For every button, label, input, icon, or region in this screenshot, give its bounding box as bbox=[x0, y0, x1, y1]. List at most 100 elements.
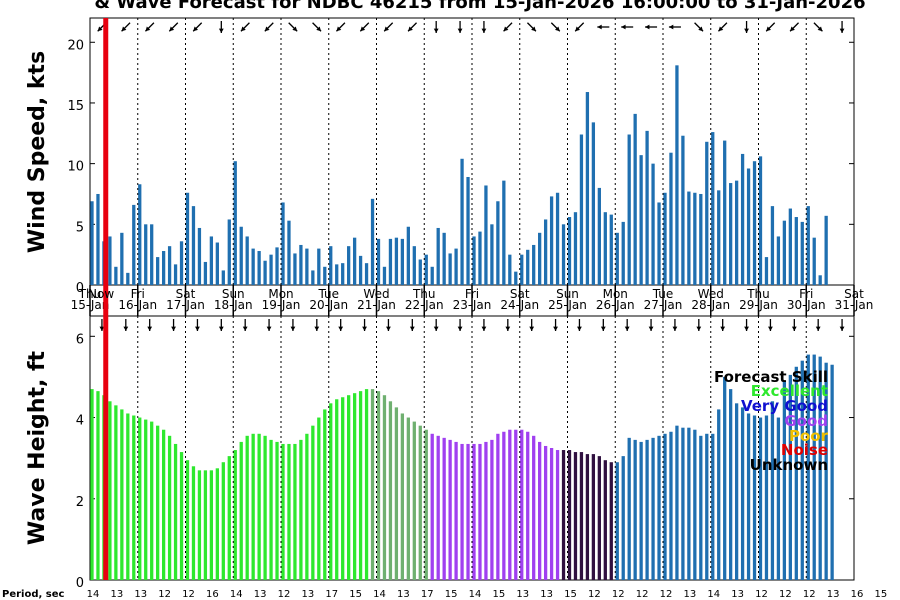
wave-bar bbox=[490, 439, 494, 580]
period-value: 14 bbox=[87, 589, 100, 600]
wave-bar bbox=[442, 437, 446, 580]
wave-bar bbox=[752, 415, 757, 580]
date-label: 31-Jan bbox=[835, 298, 874, 312]
period-label: Period, sec bbox=[2, 589, 65, 600]
wind-bar bbox=[621, 221, 625, 285]
wind-bar bbox=[639, 155, 643, 285]
wind-bars bbox=[90, 65, 828, 285]
direction-arrow bbox=[529, 319, 535, 331]
period-value: 15 bbox=[875, 589, 888, 600]
chart-title: & Wave Forecast for NDBC 46215 from 15-J… bbox=[94, 0, 865, 13]
day-of-week-label: Sat bbox=[510, 287, 530, 301]
wave-bar bbox=[687, 427, 691, 580]
wave-bar bbox=[185, 460, 190, 580]
direction-arrow bbox=[694, 22, 704, 32]
direction-arrow bbox=[668, 24, 681, 30]
y-tick-label: 0 bbox=[76, 281, 84, 296]
direction-arrow bbox=[600, 319, 606, 331]
day-of-week-label: Thu bbox=[746, 287, 770, 301]
wind-y-ticks: 0 5 10 15 20 bbox=[67, 38, 854, 296]
wind-bar bbox=[287, 220, 291, 285]
wind-bar bbox=[800, 221, 804, 285]
wind-bar bbox=[239, 226, 243, 285]
period-value: 15 bbox=[445, 589, 458, 600]
wave-bar bbox=[639, 441, 643, 580]
wave-bar bbox=[806, 354, 810, 580]
wave-bar bbox=[699, 435, 703, 580]
day-of-week-label: Thu bbox=[78, 287, 102, 301]
wind-bar bbox=[460, 158, 464, 285]
wave-bar bbox=[400, 413, 405, 580]
wind-bar bbox=[144, 224, 148, 285]
day-of-week-label: Wed bbox=[363, 287, 389, 301]
wind-bar bbox=[436, 227, 440, 285]
y-tick-label: 2 bbox=[76, 495, 84, 510]
wave-bar bbox=[358, 391, 363, 580]
wave-bar bbox=[758, 417, 763, 580]
wind-bar bbox=[203, 261, 208, 285]
direction-arrow bbox=[526, 22, 537, 32]
direction-arrow bbox=[744, 319, 749, 331]
wind-bar bbox=[675, 65, 679, 285]
wave-bar bbox=[96, 391, 100, 580]
wave-bar bbox=[394, 407, 399, 580]
wind-bar bbox=[538, 232, 542, 285]
direction-arrow bbox=[457, 319, 463, 331]
wave-bar bbox=[364, 389, 369, 580]
period-value: 14 bbox=[230, 589, 243, 600]
day-of-week-label: Tue bbox=[652, 287, 674, 301]
wave-bar bbox=[627, 437, 631, 580]
wave-bar bbox=[156, 425, 160, 580]
direction-arrow bbox=[123, 319, 129, 331]
wind-bar bbox=[740, 153, 745, 285]
wind-bar bbox=[317, 248, 321, 285]
wind-bar bbox=[532, 244, 536, 285]
wave-bar bbox=[311, 425, 315, 580]
wave-bar bbox=[478, 443, 482, 580]
wave-bar bbox=[191, 466, 196, 580]
period-value: 14 bbox=[469, 589, 482, 600]
direction-arrow bbox=[312, 22, 322, 32]
wave-bar bbox=[705, 433, 709, 580]
day-of-week-label: Sat bbox=[844, 287, 864, 301]
wind-bar bbox=[126, 272, 130, 285]
wave-bar bbox=[108, 401, 112, 580]
direction-arrow bbox=[791, 319, 797, 331]
direction-arrow bbox=[171, 319, 176, 331]
legend-excellent: Excellent bbox=[751, 382, 828, 400]
wave-y-axis-label: Wave Height, ft bbox=[25, 350, 50, 545]
wave-bar bbox=[126, 413, 130, 580]
direction-arrow bbox=[121, 22, 131, 32]
wind-bar bbox=[717, 190, 721, 285]
direction-arrow bbox=[768, 319, 773, 331]
period-value: 12 bbox=[612, 589, 625, 600]
period-value: 13 bbox=[254, 589, 267, 600]
date-label: 30-Jan bbox=[787, 298, 826, 312]
wind-bar bbox=[173, 264, 178, 285]
day-of-week-label: Wed bbox=[698, 287, 724, 301]
day-of-week-label: Mon bbox=[603, 287, 628, 301]
direction-arrow bbox=[815, 319, 821, 331]
wave-bar bbox=[263, 435, 267, 580]
direction-arrow bbox=[264, 22, 274, 32]
direction-arrow bbox=[621, 24, 634, 30]
direction-arrow bbox=[192, 22, 203, 32]
date-label: 25-Jan bbox=[548, 298, 587, 312]
wind-bar bbox=[156, 257, 160, 285]
date-label: 26-Jan bbox=[596, 298, 635, 312]
wave-bar bbox=[496, 433, 500, 580]
period-value: 12 bbox=[182, 589, 195, 600]
wind-bar bbox=[293, 253, 297, 285]
y-tick-label: 4 bbox=[76, 414, 84, 429]
date-label: 20-Jan bbox=[309, 298, 348, 312]
wind-bar bbox=[627, 134, 631, 285]
wave-bar bbox=[532, 435, 536, 580]
wave-bar bbox=[341, 397, 345, 580]
wind-bar bbox=[687, 191, 691, 285]
wind-bar bbox=[138, 184, 142, 285]
wave-bar bbox=[281, 443, 285, 580]
wave-bar bbox=[275, 441, 279, 580]
y-tick-label: 0 bbox=[76, 576, 84, 591]
wave-bar bbox=[788, 374, 792, 580]
direction-arrow bbox=[433, 21, 439, 33]
